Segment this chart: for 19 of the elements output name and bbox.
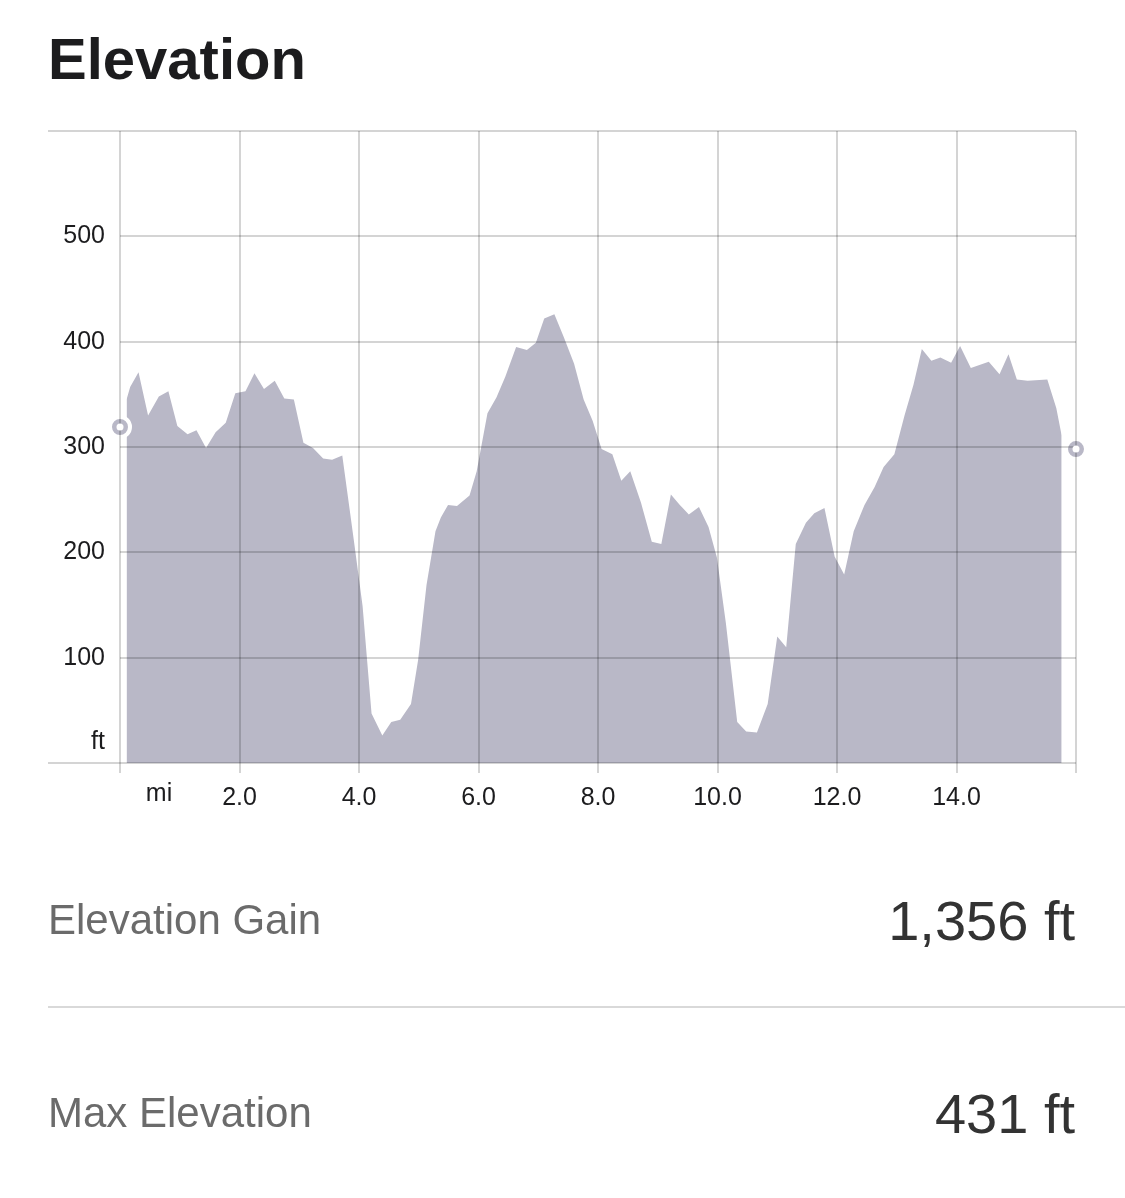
x-axis-title: mi (145, 777, 173, 806)
x-tick-label: 8.0 (580, 781, 616, 810)
x-tick-label: 14.0 (932, 781, 981, 810)
y-tick-label: 100 (63, 641, 105, 670)
y-axis-title: ft (91, 725, 106, 754)
text: Elevation Gain (48, 896, 322, 944)
x-tick-label: 6.0 (461, 781, 496, 810)
y-tick-label: 200 (63, 536, 105, 565)
text: Max Elevation (48, 1089, 312, 1137)
x-tick-label: 10.0 (693, 781, 742, 810)
y-tick-label: 300 (63, 430, 105, 459)
text: 1,356 ft (888, 887, 1075, 953)
x-tick-label: 12.0 (812, 781, 862, 810)
y-tick-label: 400 (63, 325, 105, 354)
text: 431 ft (934, 1080, 1075, 1146)
chart-title: Elevation (48, 25, 306, 93)
x-tick-label: 2.0 (222, 781, 257, 810)
x-tick-label: 4.0 (341, 781, 377, 810)
y-tick-label: 500 (63, 220, 105, 249)
